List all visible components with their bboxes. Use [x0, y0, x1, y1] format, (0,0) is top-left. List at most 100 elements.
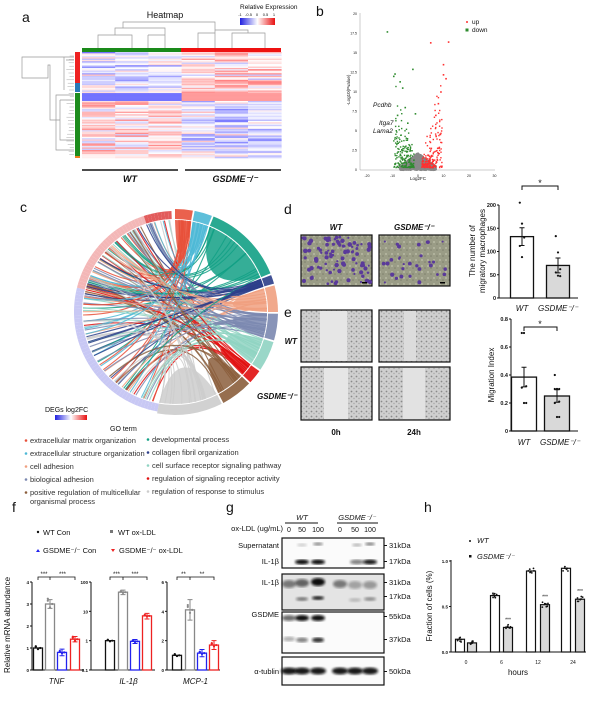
x-category-label: WT [518, 438, 532, 447]
point-down [405, 166, 407, 169]
data-point [215, 643, 218, 647]
heatmap-cell [214, 52, 249, 54]
heatmap-cell [148, 151, 182, 153]
point-up [428, 164, 430, 166]
point-up [439, 133, 441, 136]
point-up [429, 134, 431, 137]
data-point [580, 595, 583, 598]
point-ns [417, 157, 420, 160]
significance-label: *** [40, 572, 48, 578]
data-point [525, 401, 528, 405]
mrna-chart-tnf: 0 1 2 3 4 *** *** TNF [26, 572, 84, 686]
x-category-label: GSDME⁻/⁻ [540, 438, 581, 447]
gene-segment [124, 392, 132, 402]
gene-segment [143, 400, 150, 410]
gene-segment [107, 381, 116, 390]
heatmap-cell [181, 134, 216, 136]
dose-label: 0 [287, 527, 291, 534]
point-up [431, 162, 434, 164]
point-up [429, 165, 431, 167]
point-ns [416, 161, 420, 164]
heatmap-cell [82, 83, 116, 86]
gene-segment [77, 337, 87, 344]
heatmap-cell [181, 63, 216, 66]
heatmap-cell [82, 63, 116, 66]
data-point [119, 590, 122, 593]
y-tick-label: 0.4 [500, 373, 509, 379]
heatmap-cell [181, 152, 216, 155]
heatmap-cell [82, 138, 116, 140]
stained-cell [355, 262, 358, 265]
data-point [554, 235, 557, 238]
gene-segment [89, 361, 98, 369]
data-point [492, 596, 494, 599]
heatmap-cell [148, 86, 182, 89]
point-up [429, 159, 431, 162]
point-up [432, 166, 435, 169]
heatmap-cell [115, 70, 149, 73]
panel-label-c: c [20, 199, 27, 215]
heatmap-cell [214, 123, 249, 126]
stained-cell [417, 267, 422, 271]
heatmap-cell [82, 59, 116, 62]
data-point [148, 614, 151, 617]
e-col-0h: 0h [331, 428, 340, 437]
legend-marker-wt-con [36, 530, 40, 534]
point-down [394, 153, 396, 155]
point-down [397, 162, 400, 164]
point-down [402, 165, 404, 167]
point-up [436, 95, 438, 98]
heatmap-cell [248, 124, 282, 127]
point-up [429, 157, 431, 159]
term-ribbon [175, 220, 191, 254]
heatmap-cell [115, 74, 149, 77]
point-up [425, 158, 428, 160]
y-tick-label: 200 [487, 203, 496, 209]
go-term-dot [24, 452, 28, 455]
heatmap-cell [82, 94, 116, 97]
scratch-gap [403, 368, 425, 419]
term-segment [192, 210, 212, 226]
heatmap-cell [148, 136, 182, 139]
heatmap-cell [248, 74, 282, 77]
point-down [405, 163, 408, 165]
stained-cell [383, 240, 386, 243]
data-point [210, 641, 213, 645]
heatmap-cell [148, 62, 182, 65]
heatmap-cell [214, 73, 249, 75]
point-down [405, 151, 408, 153]
data-point [523, 236, 526, 239]
point-up [430, 156, 432, 158]
gene-segment [147, 214, 153, 223]
heatmap-cell [82, 136, 116, 139]
heatmap-cell [181, 65, 216, 67]
point-down [405, 165, 407, 167]
heatmap-cell [248, 156, 282, 159]
point-down [401, 159, 404, 161]
heatmap-cell [115, 111, 149, 114]
heatmap-cell [82, 112, 116, 115]
gene-segment [95, 369, 104, 377]
degs-color-scale [55, 415, 87, 420]
legend-label-wt: WT [477, 536, 490, 545]
point-up [429, 147, 431, 149]
heatmap-cell [82, 61, 116, 63]
point-down [406, 147, 408, 149]
heatmap-cell [82, 135, 116, 138]
heatmap-cell [214, 118, 249, 120]
stained-cell [337, 268, 342, 274]
stained-cell [416, 242, 421, 247]
point-down [395, 130, 397, 132]
heatmap-cell [181, 135, 216, 138]
point-down [410, 165, 412, 168]
gene-segment [78, 277, 88, 284]
point-up [440, 132, 442, 134]
heatmap-cell [115, 83, 149, 86]
point-up [429, 42, 432, 44]
point-down [397, 147, 399, 150]
heatmap-cell [248, 130, 282, 132]
data-point [518, 201, 521, 204]
stained-cell [303, 256, 307, 260]
heatmap-cell [214, 106, 249, 108]
y-axis-label: The number of [468, 224, 477, 277]
